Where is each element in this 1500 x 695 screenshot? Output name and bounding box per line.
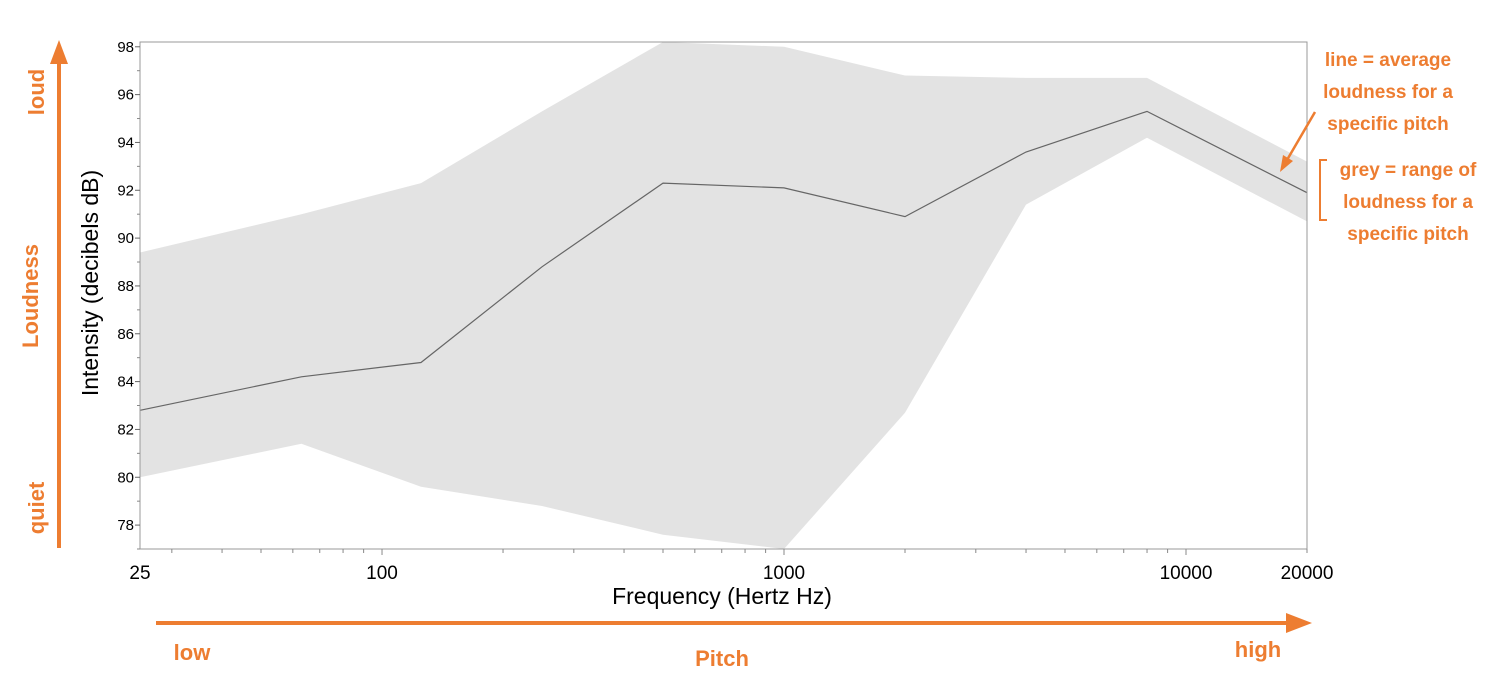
legend-line-text-1: line = average	[1325, 50, 1451, 71]
legend-line-pointer	[1285, 111, 1317, 161]
x-axis-title: Frequency (Hertz Hz)	[612, 583, 832, 609]
legend-band-bracket	[1319, 159, 1327, 221]
y-tick-label: 92	[117, 182, 134, 199]
loudness-high-label: loud	[24, 69, 49, 115]
y-tick-label: 84	[117, 374, 134, 391]
y-tick-label: 78	[117, 517, 134, 534]
legend-line-pointer-head	[1280, 155, 1293, 172]
legend-line-text-3: specific pitch	[1327, 114, 1448, 135]
y-tick-label: 90	[117, 230, 134, 247]
y-tick-label: 96	[117, 87, 134, 104]
x-tick-label: 20000	[1281, 563, 1334, 584]
range-band-layer	[140, 42, 1307, 549]
average-line	[139, 110, 1308, 411]
x-tick-label: 100	[366, 563, 398, 584]
legend-band-text-1: grey = range of	[1340, 160, 1477, 181]
y-axis-title: Intensity (decibels dB)	[77, 170, 103, 396]
pitch-low-label: low	[174, 640, 212, 665]
y-axis: 78 80 82 84 86 88 90 92 94 96 98	[117, 39, 140, 550]
average-line-layer	[139, 110, 1308, 411]
y-tick-label: 88	[117, 278, 134, 295]
loudness-axis-label: Loudness	[18, 244, 43, 348]
legend-line-note: line = average loudness for a specific p…	[1280, 50, 1453, 172]
legend-band-text-2: loudness for a	[1343, 192, 1473, 213]
x-axis: 25 100 1000 10000 20000	[129, 549, 1333, 584]
y-tick-label: 98	[117, 39, 134, 56]
loudness-low-label: quiet	[24, 481, 49, 534]
plot-frame	[139, 41, 1308, 550]
y-tick-label: 86	[117, 326, 134, 343]
loudness-arrow-head	[50, 40, 68, 64]
x-tick-label: 25	[129, 563, 150, 584]
y-tick-label: 82	[117, 421, 134, 438]
x-tick-label: 10000	[1160, 563, 1213, 584]
loudness-arrow	[50, 40, 68, 548]
legend-band-text-3: specific pitch	[1347, 224, 1468, 245]
range-band	[140, 42, 1307, 549]
y-tick-label: 80	[117, 469, 134, 486]
pitch-arrow	[156, 613, 1312, 633]
y-tick-label: 94	[117, 134, 134, 151]
pitch-axis-label: Pitch	[695, 646, 749, 671]
pitch-high-label: high	[1235, 637, 1281, 662]
x-tick-label: 1000	[763, 563, 805, 584]
legend-band-note: grey = range of loudness for a specific …	[1319, 159, 1477, 245]
pitch-arrow-head	[1286, 613, 1312, 633]
legend-line-text-2: loudness for a	[1323, 82, 1453, 103]
